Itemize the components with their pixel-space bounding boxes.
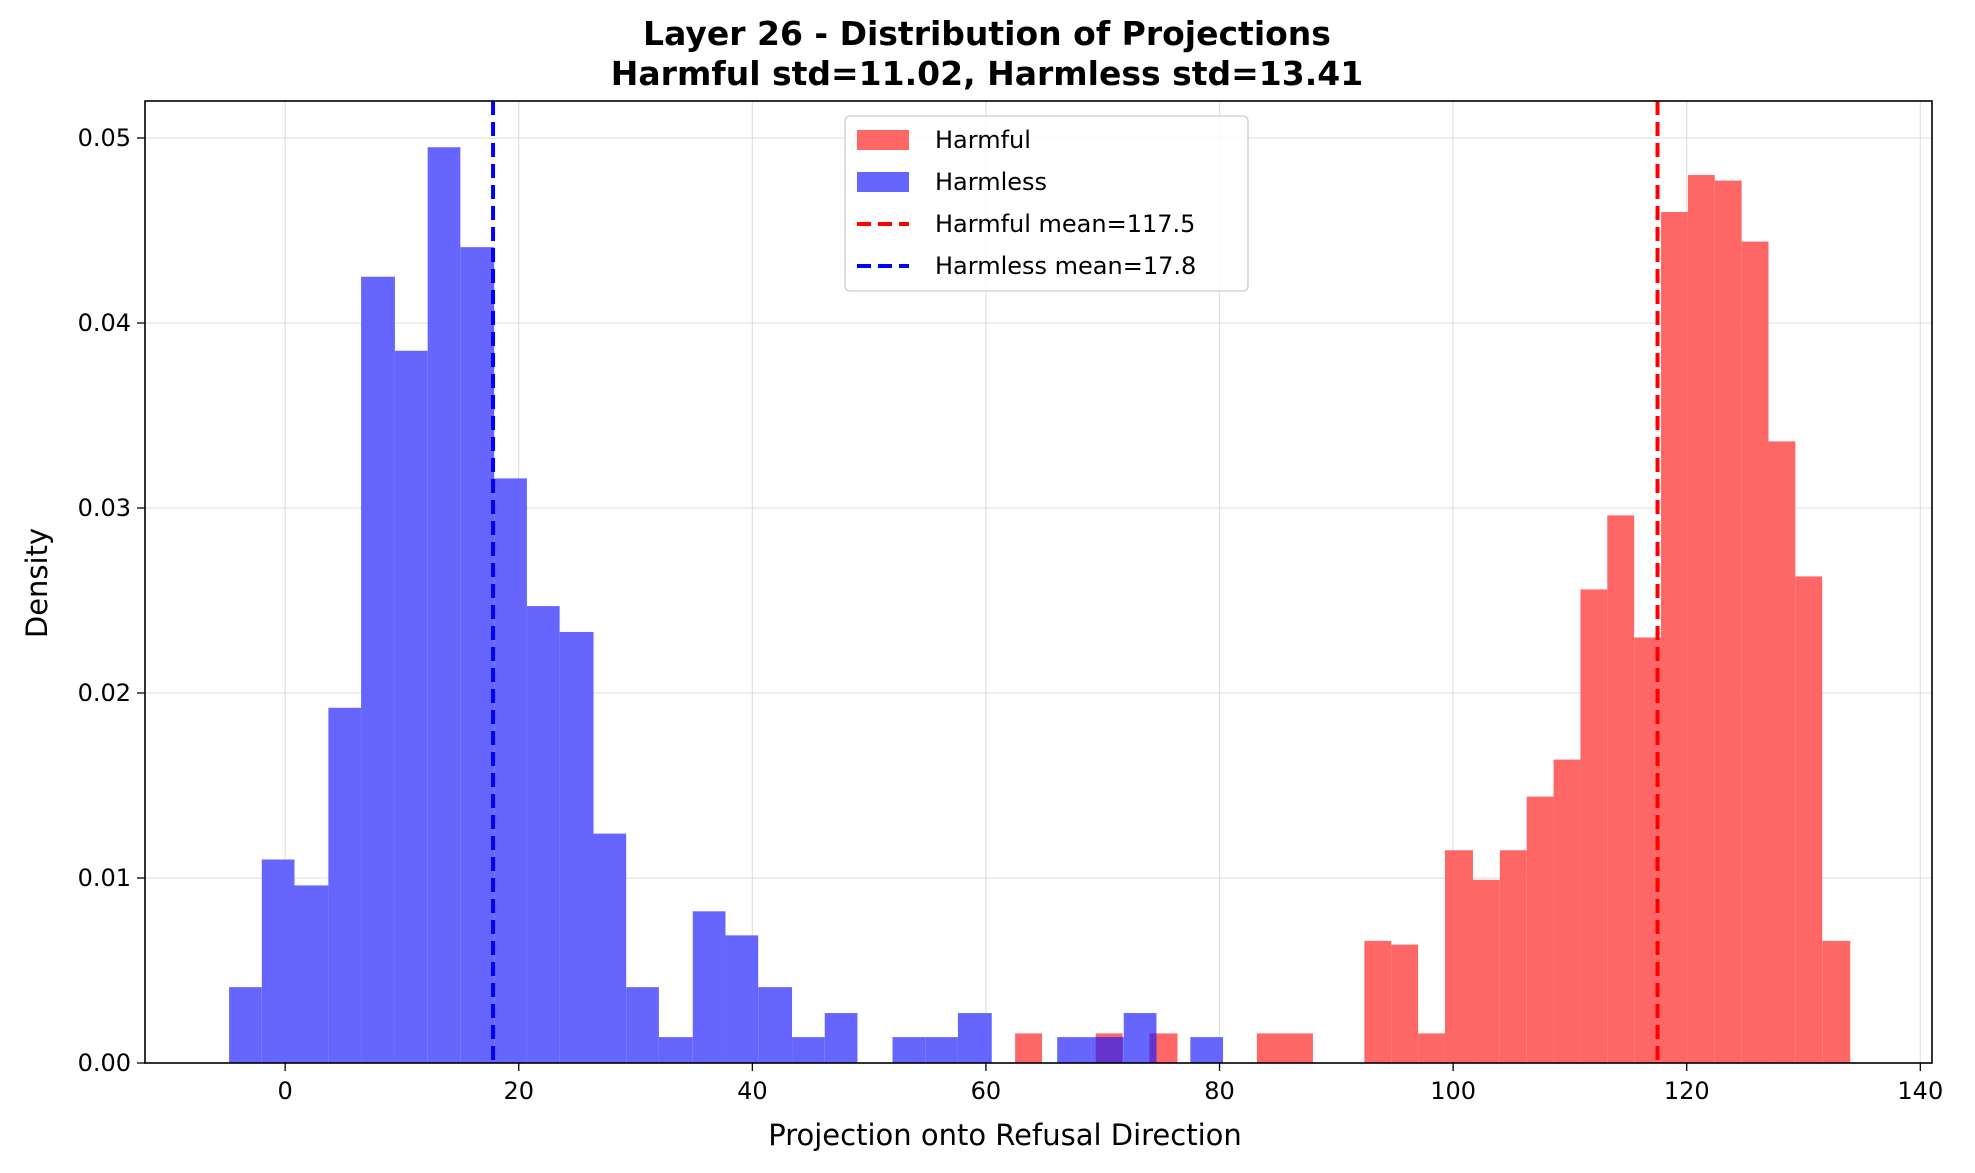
x-tick-label: 120 [1664, 1077, 1710, 1105]
histogram-bar-harmless [294, 885, 329, 1063]
legend-label-harmless: Harmless [935, 168, 1047, 196]
x-axis-ticks: 0 20 40 60 80 100 120 140 [278, 1063, 1943, 1105]
histogram-bar-harmless [925, 1037, 958, 1063]
histogram-bar-harmless [725, 935, 759, 1063]
histogram-bar-harmful [1418, 1033, 1445, 1063]
y-tick-label: 0.05 [78, 124, 131, 152]
histogram-bar-harmless [494, 478, 527, 1063]
histogram-bar-harmful [1687, 175, 1715, 1063]
histogram-bar-harmful [1256, 1033, 1313, 1063]
histogram-bar-harmless [892, 1037, 926, 1063]
plot-frame [144, 100, 1933, 1064]
histogram-bar-harmful [1526, 796, 1554, 1063]
histogram-bar-harmless [261, 859, 295, 1063]
chart-subtitle: Harmful std=11.02, Harmless std=13.41 [611, 54, 1363, 93]
y-tick-label: 0.04 [78, 309, 131, 337]
y-tick-label: 0.01 [78, 864, 131, 892]
histogram-bar-harmful [1580, 589, 1608, 1063]
histogram-bar-harmful [1768, 441, 1796, 1063]
series-harmful [1015, 175, 1851, 1064]
histogram-bar-harmless [361, 276, 395, 1063]
legend-label-harmful: Harmful [935, 126, 1031, 154]
chart-title: Layer 26 - Distribution of Projections [643, 14, 1331, 53]
histogram-bar-harmless [394, 350, 428, 1063]
histogram-bar-harmless [626, 987, 659, 1063]
x-tick-label: 20 [503, 1077, 534, 1105]
legend: Harmful Harmless Harmful mean=117.5 Harm… [844, 115, 1249, 292]
histogram-bar-harmful [1822, 940, 1851, 1063]
histogram-bar-harmful [1714, 180, 1742, 1064]
histogram-bar-harmless [658, 1037, 693, 1063]
histogram-bar-harmless [427, 147, 461, 1063]
histogram-bar-harmful [1607, 515, 1635, 1063]
histogram-bar-harmless [559, 631, 594, 1063]
histogram-bar-harmful [1472, 879, 1500, 1063]
histogram-bar-harmless [1057, 1037, 1092, 1063]
legend-label-harmful-mean: Harmful mean=117.5 [935, 210, 1195, 238]
legend-box [844, 115, 1249, 292]
legend-label-harmless-mean: Harmless mean=17.8 [935, 252, 1196, 280]
histogram-bar-harmless [593, 833, 627, 1063]
histogram-bar-harmless [824, 1013, 858, 1063]
histogram-bar-harmful [1444, 850, 1473, 1063]
histogram-bar-harmless [758, 987, 793, 1063]
series-harmless [229, 147, 1224, 1063]
x-tick-label: 0 [278, 1077, 293, 1105]
histogram-bar-harmful [1015, 1033, 1043, 1063]
histogram-bar-harmless [229, 987, 262, 1063]
y-tick-label: 0.03 [78, 494, 131, 522]
x-tick-label: 60 [971, 1077, 1002, 1105]
x-tick-label: 40 [737, 1077, 768, 1105]
legend-swatch-harmful [857, 130, 909, 150]
histogram-bar-harmful [1499, 850, 1527, 1063]
histogram-bar-harmful [1391, 944, 1419, 1063]
histogram-bar-harmful [1741, 241, 1769, 1064]
histogram-bar-overlap [1149, 1033, 1157, 1063]
x-tick-label: 140 [1897, 1077, 1943, 1105]
histogram-bar-harmful [1553, 759, 1581, 1063]
histogram-bar-harmful [1661, 212, 1688, 1063]
legend-swatch-harmless [857, 172, 909, 192]
y-axis-ticks: 0.00 0.01 0.02 0.03 0.04 0.05 [78, 124, 145, 1077]
histogram-bar-harmless [328, 707, 362, 1063]
histogram-bar-harmless [1190, 1037, 1224, 1063]
x-axis-label: Projection onto Refusal Direction [768, 1118, 1242, 1152]
histogram-bar-overlap [1095, 1037, 1123, 1063]
y-tick-label: 0.02 [78, 679, 131, 707]
mean-lines [491, 101, 1660, 1063]
histogram-bar-harmless [957, 1013, 992, 1063]
histogram-bar-harmless [460, 247, 495, 1063]
histogram-bars [229, 147, 1851, 1064]
histogram-bar-harmless [792, 1037, 825, 1063]
histogram-bar-harmless [692, 911, 726, 1063]
histogram-bar-harmful [1795, 576, 1823, 1063]
x-tick-label: 80 [1204, 1077, 1235, 1105]
histogram-bar-harmful [1364, 940, 1392, 1063]
x-tick-label: 100 [1430, 1077, 1476, 1105]
y-tick-label: 0.00 [78, 1049, 131, 1077]
histogram-bar-harmless [526, 606, 560, 1063]
y-axis-label: Density [20, 528, 54, 638]
